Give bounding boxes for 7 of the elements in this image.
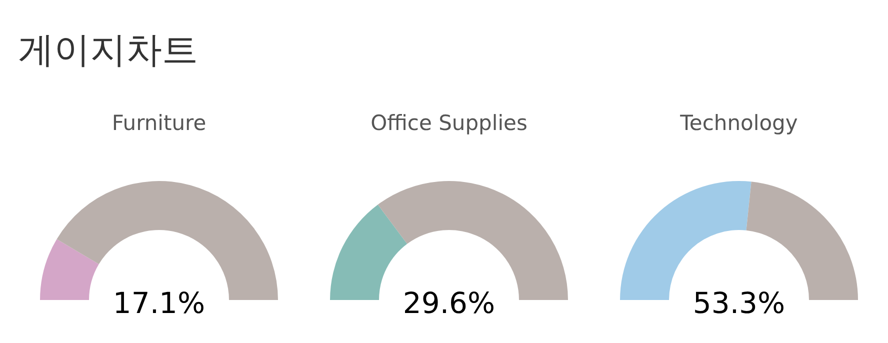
text: 29.6%	[402, 286, 496, 320]
chart-subtitle: Office Supplies	[370, 111, 528, 135]
chart-title: 게이지차트	[18, 30, 198, 71]
chart-subtitle: Furniture	[112, 111, 206, 135]
text: 17.1%	[112, 286, 206, 320]
text: 53.3%	[692, 286, 786, 320]
chart-subtitle: Technology	[679, 111, 798, 135]
